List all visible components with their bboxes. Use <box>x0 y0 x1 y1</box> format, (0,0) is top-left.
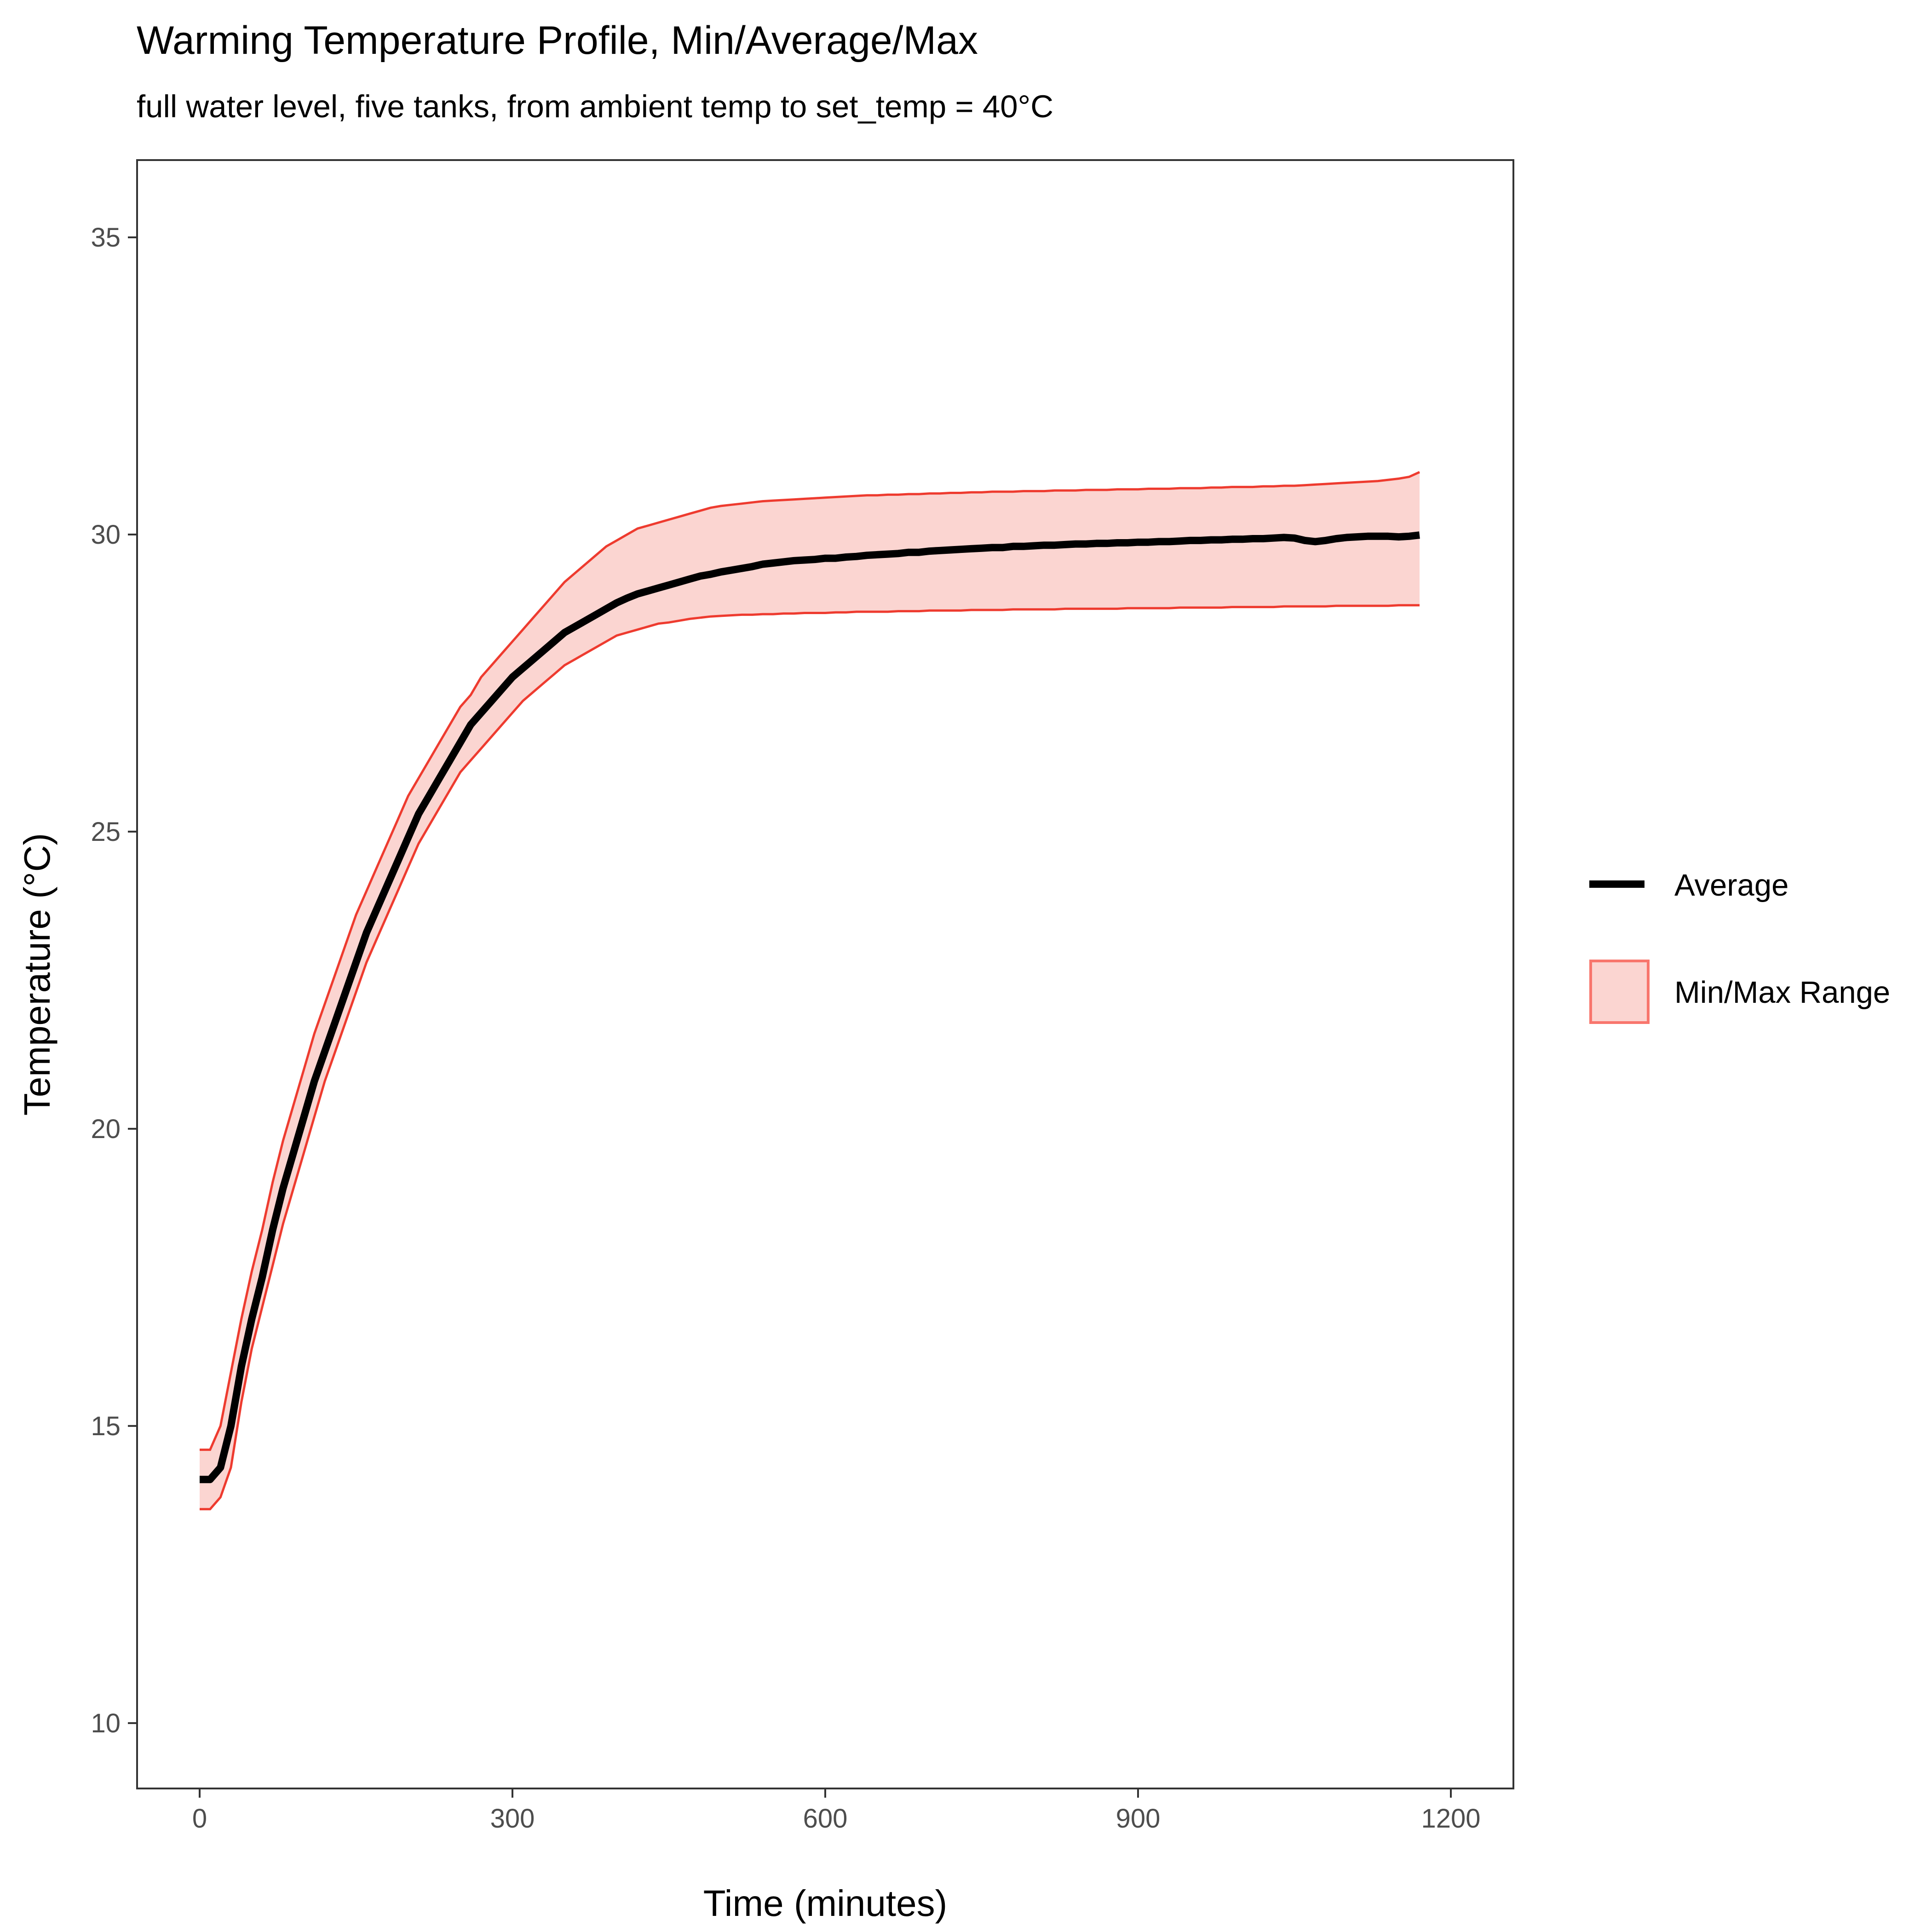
x-tick-label: 0 <box>192 1804 207 1834</box>
y-tick-label: 35 <box>91 223 121 253</box>
max-line <box>200 471 1420 1451</box>
plot-area <box>136 159 1514 1789</box>
y-tick-label: 20 <box>91 1114 121 1144</box>
x-tick-label: 300 <box>490 1804 535 1834</box>
x-tick-label: 1200 <box>1421 1804 1480 1834</box>
min-max-range-band <box>200 472 1420 1509</box>
y-tick-label: 30 <box>91 520 121 550</box>
legend: Average Min/Max Range <box>1589 868 1890 1024</box>
y-tick-label: 25 <box>91 817 121 847</box>
legend-label-min-max-range: Min/Max Range <box>1674 975 1890 1010</box>
y-tick-label: 10 <box>91 1708 121 1738</box>
legend-key-min-max-range <box>1589 960 1650 1024</box>
y-tick-label: 15 <box>91 1411 121 1441</box>
x-tick-label: 600 <box>803 1804 848 1834</box>
average-line <box>200 531 1420 1484</box>
panel-background <box>137 160 1513 1788</box>
y-axis: 10 15 20 25 30 35 <box>91 223 137 1738</box>
y-axis-label: Temperature (°C) <box>17 833 58 1116</box>
chart-title: Warming Temperature Profile, Min/Average… <box>137 18 978 63</box>
x-axis-label: Time (minutes) <box>703 1883 947 1924</box>
legend-label-average: Average <box>1674 868 1788 903</box>
min-line <box>200 604 1420 1511</box>
x-tick-label: 900 <box>1116 1804 1161 1834</box>
x-axis: 0 300 600 900 1200 <box>192 1788 1481 1834</box>
chart-subtitle: full water level, five tanks, from ambie… <box>137 89 1053 124</box>
